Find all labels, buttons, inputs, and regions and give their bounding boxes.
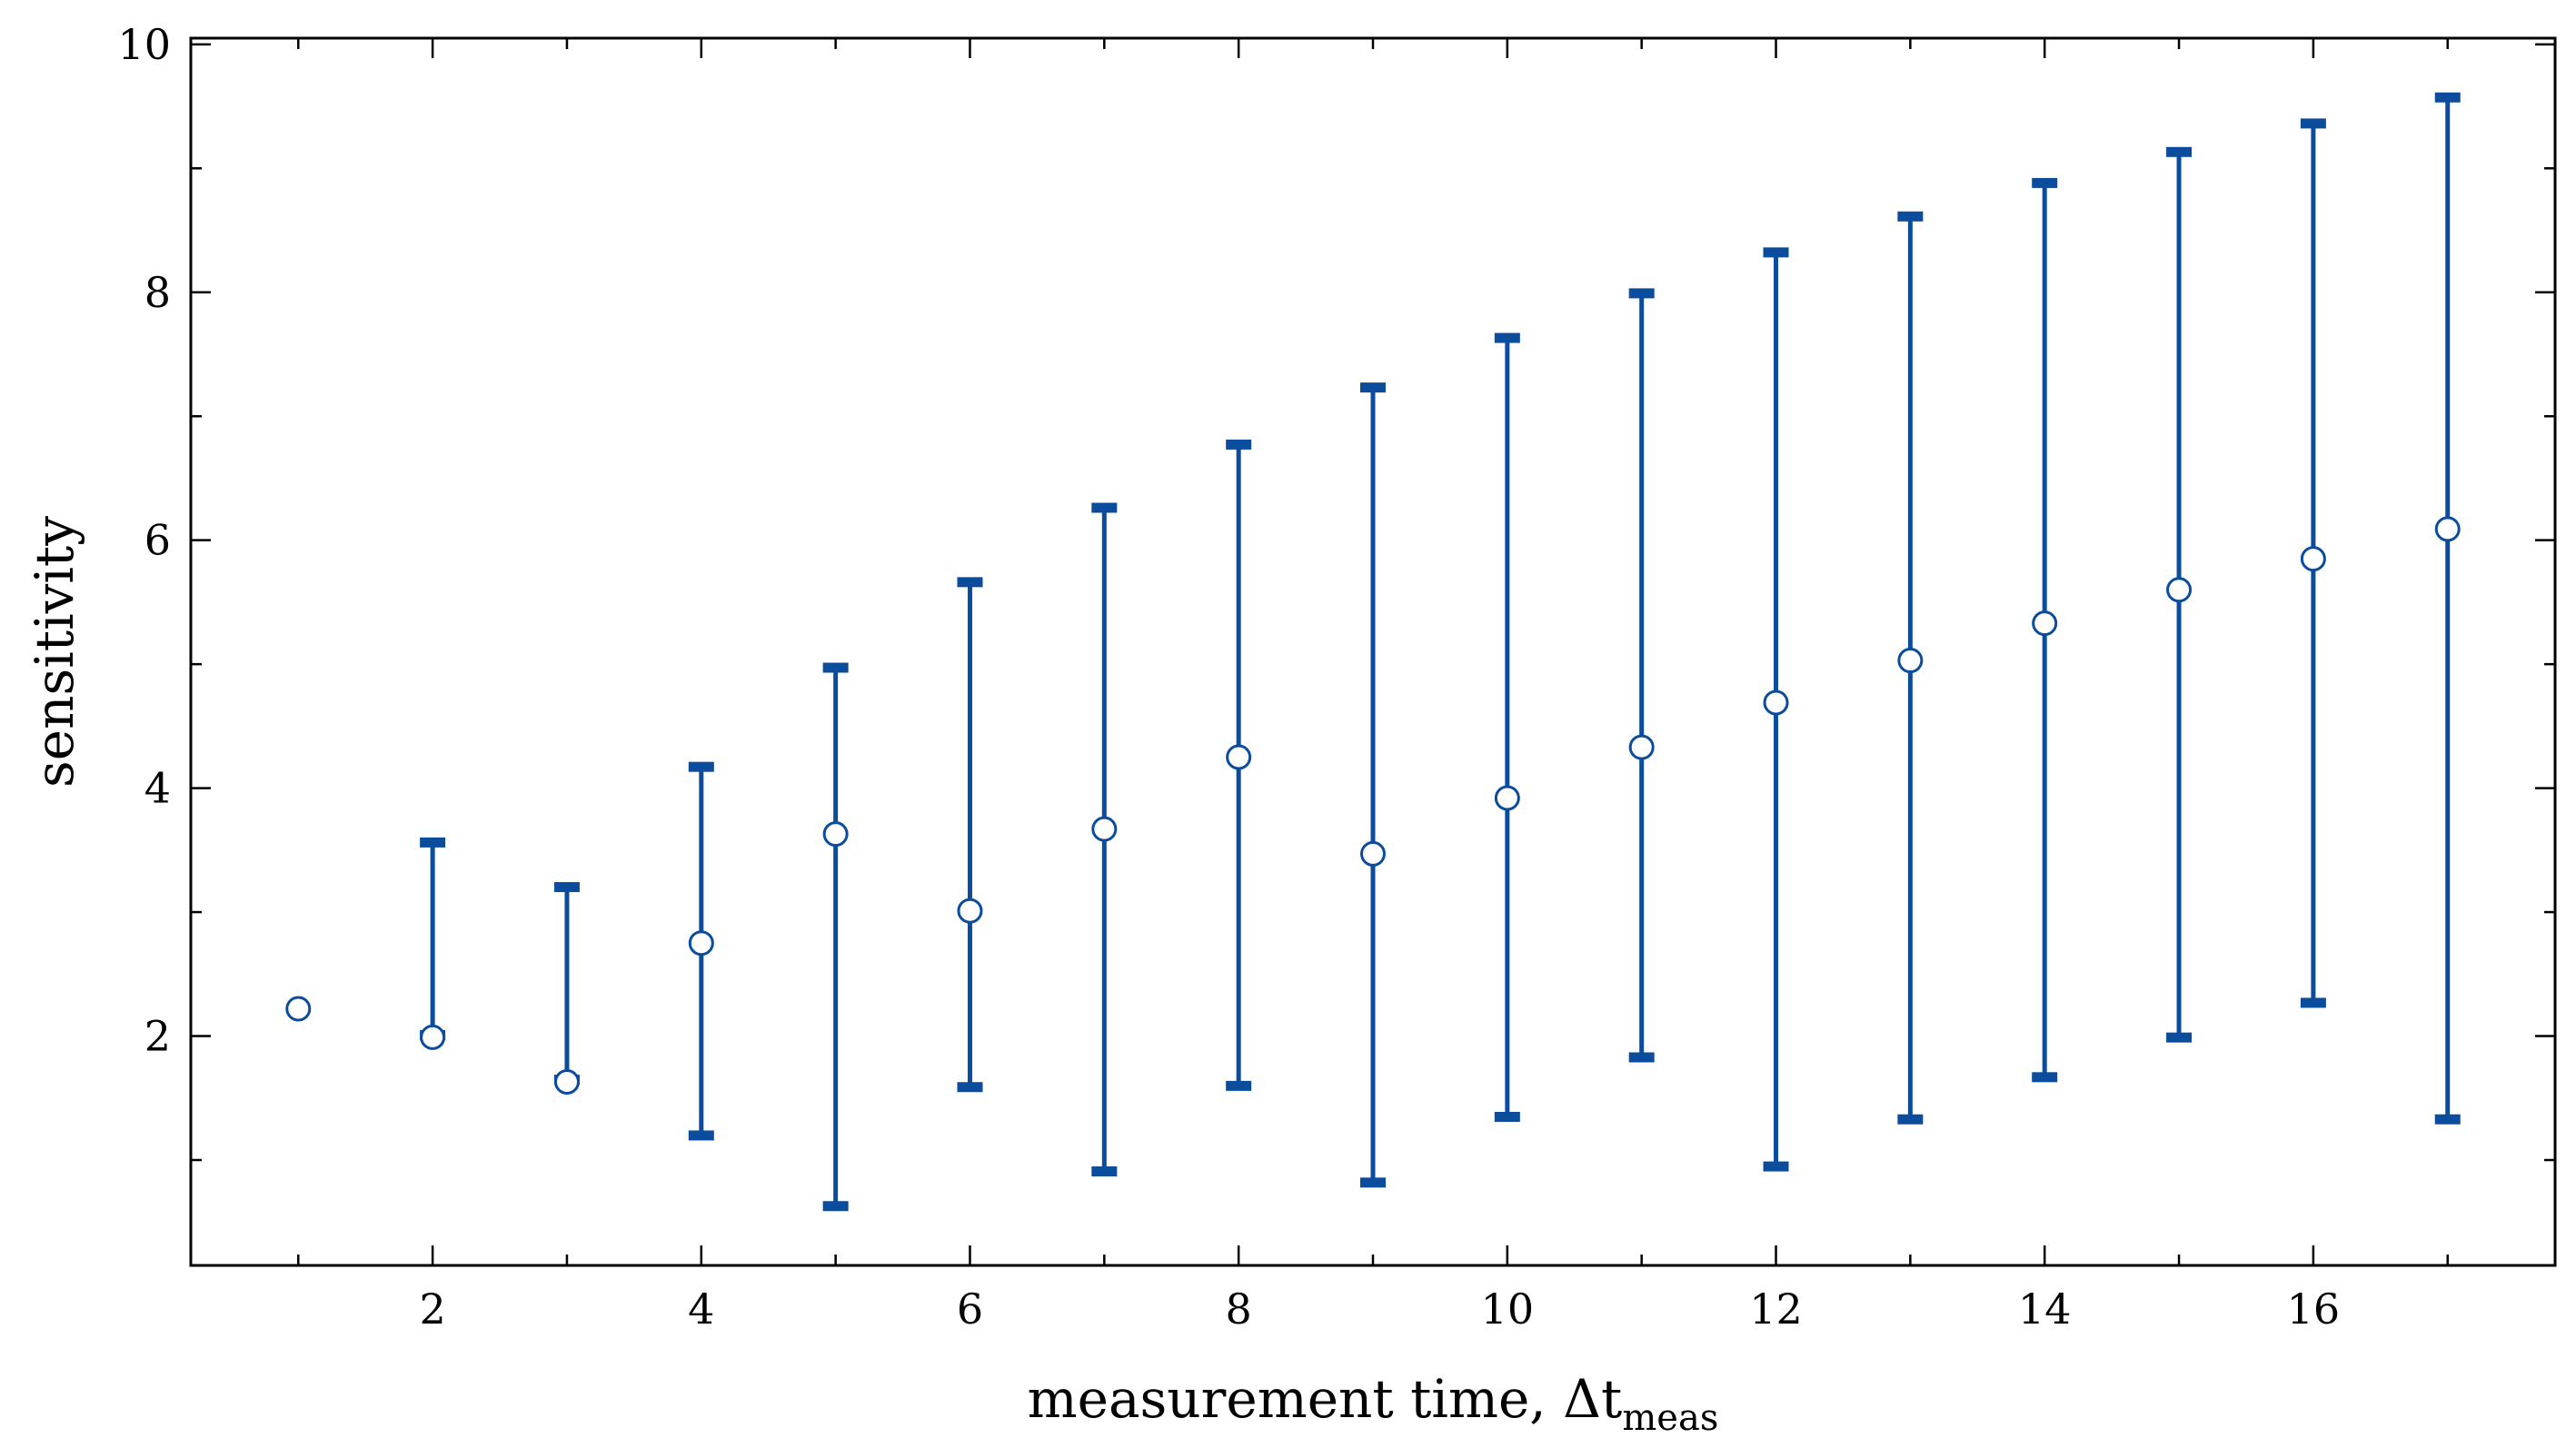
data-point — [2300, 546, 2326, 572]
data-point — [2434, 516, 2461, 542]
y-axis-label: sensitivity — [24, 516, 85, 788]
error-bar-cap-bottom — [2434, 1114, 2461, 1125]
error-bar-cap-top — [1091, 502, 1118, 513]
error-bar-cap-bottom — [1763, 1161, 1789, 1172]
data-point — [285, 996, 312, 1022]
data-point — [1226, 744, 1252, 770]
error-bar-cap-top — [1763, 247, 1789, 258]
error-bar-cap-bottom — [2032, 1072, 2058, 1083]
minor-ticks — [191, 38, 2555, 1265]
error-bar-cap-top — [1494, 332, 1520, 343]
error-bars — [420, 92, 2461, 1212]
error-bar-cap-top — [420, 837, 446, 848]
error-bar-cap-bottom — [1360, 1177, 1386, 1188]
error-bar-cap-bottom — [1091, 1166, 1118, 1177]
x-axis-label-subscript: meas — [1622, 1397, 1718, 1439]
x-tick-label: 8 — [1226, 1284, 1252, 1334]
x-tick-label: 6 — [957, 1284, 983, 1334]
data-point — [1628, 734, 1655, 760]
error-bar-cap-top — [1897, 211, 1924, 222]
error-bar — [2434, 92, 2461, 1125]
x-tick-label: 10 — [1481, 1284, 1535, 1334]
error-bar-cap-top — [553, 882, 580, 893]
error-bar-cap-bottom — [2300, 997, 2326, 1008]
data-point — [1360, 840, 1386, 867]
data-point — [420, 1024, 446, 1050]
x-tick-label: 2 — [419, 1284, 445, 1334]
data-point — [1763, 689, 1789, 716]
error-bar — [822, 662, 849, 1212]
error-bar-cap-top — [1360, 382, 1386, 393]
error-bar-cap-top — [2166, 146, 2193, 157]
y-tick-label: 10 — [117, 20, 171, 69]
data-point — [1091, 816, 1118, 842]
error-bar — [1360, 382, 1386, 1188]
error-bar-cap-top — [2434, 92, 2461, 103]
error-bar-cap-top — [822, 662, 849, 673]
major-ticks — [191, 38, 2555, 1265]
error-bar-cap-top — [1628, 288, 1655, 299]
y-tick-label: 2 — [144, 1012, 171, 1061]
error-bar-cap-bottom — [1897, 1114, 1924, 1125]
error-bar-cap-bottom — [688, 1130, 714, 1141]
y-tick-label: 8 — [144, 268, 171, 317]
error-bar — [957, 577, 983, 1093]
data-point — [1897, 648, 1924, 674]
plot-frame — [189, 36, 2557, 1267]
data-point — [688, 930, 714, 957]
data-points — [285, 516, 2461, 1096]
error-bar — [1494, 332, 1520, 1122]
y-tick-labels: 2 4 6 8 10 — [117, 20, 171, 1061]
x-tick-labels: 2 4 6 8 10 12 14 16 — [419, 1284, 2340, 1334]
data-point — [553, 1069, 580, 1096]
data-point — [822, 821, 849, 848]
error-bar-cap-bottom — [1494, 1111, 1520, 1122]
x-axis-label: measurement time, Δtmeas — [1028, 1368, 1719, 1439]
y-tick-label: 4 — [144, 764, 171, 813]
x-tick-label: 16 — [2287, 1284, 2341, 1334]
error-bar-cap-top — [2032, 177, 2058, 188]
y-tick-label: 6 — [144, 516, 171, 565]
error-bar-cap-top — [688, 761, 714, 772]
x-tick-label: 12 — [1749, 1284, 1803, 1334]
error-bar-cap-bottom — [957, 1082, 983, 1093]
error-bar-cap-bottom — [2166, 1032, 2193, 1043]
x-tick-label: 14 — [2018, 1284, 2072, 1334]
error-bar-cap-top — [1226, 439, 1252, 450]
data-point — [2032, 610, 2058, 637]
error-bar — [1628, 288, 1655, 1063]
error-bar-cap-bottom — [822, 1201, 849, 1212]
data-point — [1494, 785, 1520, 811]
data-point — [2166, 577, 2193, 603]
error-bar-cap-top — [957, 577, 983, 588]
error-bar-cap-bottom — [1628, 1052, 1655, 1063]
error-bar-cap-top — [2300, 118, 2326, 129]
x-tick-label: 4 — [688, 1284, 714, 1334]
error-bar — [553, 882, 580, 1086]
error-bar — [420, 837, 446, 1040]
data-point — [957, 898, 983, 924]
x-axis-label-main: measurement time, Δt — [1028, 1368, 1623, 1430]
error-bar-cap-bottom — [1226, 1080, 1252, 1091]
